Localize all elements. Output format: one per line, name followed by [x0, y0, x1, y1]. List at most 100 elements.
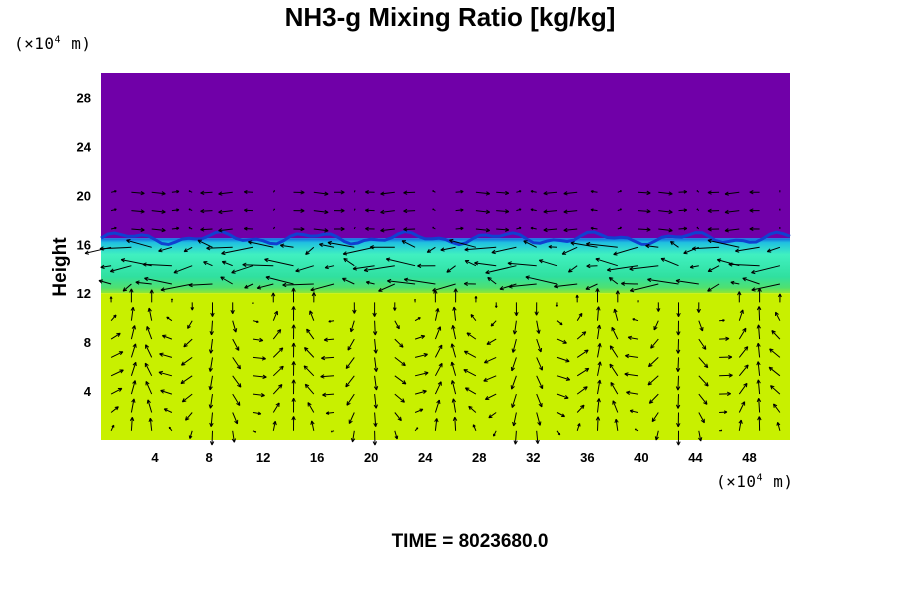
- wind-arrow: [392, 302, 397, 311]
- wind-arrow: [242, 262, 274, 267]
- wind-arrow: [109, 265, 132, 273]
- wind-arrow: [488, 412, 497, 419]
- wind-arrow: [313, 228, 329, 233]
- wind-arrow: [597, 343, 602, 358]
- wind-arrow: [310, 420, 315, 431]
- wind-arrow: [327, 240, 355, 248]
- wind-arrow: [470, 314, 477, 322]
- wind-arrow: [738, 419, 743, 431]
- wind-arrow: [696, 190, 700, 193]
- wind-arrow: [675, 339, 681, 354]
- wind-arrow: [617, 208, 623, 212]
- time-label: TIME = 8023680.0: [391, 531, 549, 552]
- wind-arrow: [342, 277, 355, 285]
- wind-arrow: [654, 430, 659, 441]
- wind-arrow: [561, 246, 578, 255]
- wind-arrow: [394, 320, 400, 330]
- wind-arrow: [455, 208, 464, 212]
- wind-arrow: [724, 191, 740, 196]
- wind-arrow: [656, 302, 661, 312]
- wind-arrow: [149, 289, 154, 303]
- wind-arrow: [232, 412, 239, 425]
- wind-arrow: [621, 281, 639, 286]
- wind-arrow: [151, 191, 166, 196]
- wind-arrow: [185, 412, 193, 421]
- wind-arrow: [707, 238, 740, 248]
- wind-arrow: [516, 208, 522, 212]
- wind-arrow: [414, 371, 429, 377]
- wind-arrow: [110, 406, 119, 413]
- wind-arrow: [130, 361, 137, 376]
- wind-arrow: [766, 246, 781, 253]
- wind-arrow: [757, 416, 762, 431]
- wind-arrow: [698, 430, 703, 442]
- wind-arrow: [613, 246, 639, 256]
- wind-arrow: [232, 357, 241, 370]
- y-tick-label: 12: [77, 286, 91, 301]
- wind-arrow: [475, 227, 491, 233]
- wind-arrow: [629, 283, 659, 293]
- wind-arrow: [347, 338, 355, 351]
- wind-arrow: [243, 226, 254, 231]
- wind-arrow: [394, 430, 399, 440]
- wind-arrow: [440, 246, 456, 252]
- wind-arrow: [131, 227, 145, 232]
- x-tick-label: 44: [688, 450, 703, 465]
- wind-arrow: [455, 189, 464, 194]
- wind-arrow: [187, 320, 193, 329]
- wind-arrow: [464, 246, 497, 252]
- wind-arrow: [751, 265, 781, 275]
- wind-arrow: [647, 357, 659, 368]
- wind-arrow: [536, 412, 542, 426]
- wind-arrow: [596, 306, 601, 321]
- wind-arrow: [365, 190, 375, 195]
- wind-arrow: [563, 209, 578, 214]
- wind-arrow: [131, 190, 145, 196]
- wind-arrow: [576, 367, 590, 377]
- wind-arrow: [773, 403, 781, 413]
- wind-arrow: [756, 361, 761, 376]
- wind-arrow: [530, 190, 537, 193]
- x-tick-label: 48: [742, 450, 756, 465]
- wind-arrow: [738, 309, 744, 321]
- wind-arrow: [188, 430, 193, 439]
- wind-arrow: [122, 283, 132, 292]
- wind-arrow: [496, 190, 510, 196]
- wind-arrow: [130, 306, 135, 321]
- wind-arrow: [320, 374, 335, 379]
- wind-arrow: [394, 338, 404, 348]
- x-tick-label: 36: [580, 450, 594, 465]
- wind-arrow: [146, 326, 153, 340]
- wind-arrow: [372, 430, 378, 446]
- wind-arrow: [595, 288, 600, 303]
- wind-arrow: [563, 191, 578, 196]
- wind-arrow: [293, 226, 305, 232]
- wind-arrow: [738, 346, 749, 358]
- wind-arrow: [455, 226, 464, 231]
- wind-arrow: [369, 245, 395, 250]
- wind-arrow: [446, 265, 456, 273]
- wind-arrow: [751, 283, 781, 292]
- wind-arrow: [576, 312, 583, 321]
- wind-arrow: [595, 257, 618, 267]
- wind-arrow: [126, 239, 152, 248]
- wind-arrow: [394, 412, 402, 422]
- wind-arrow: [373, 357, 379, 372]
- wind-arrow: [738, 401, 746, 413]
- y-tick-label: 4: [84, 384, 92, 399]
- wind-arrow: [271, 292, 276, 303]
- wind-arrow: [691, 246, 720, 251]
- layer-lower: [101, 293, 790, 440]
- wind-arrow: [342, 246, 375, 256]
- wind-arrow: [252, 392, 265, 398]
- wind-arrow: [334, 190, 345, 195]
- wind-arrow: [563, 227, 578, 233]
- wind-arrow: [487, 276, 497, 285]
- wind-arrow: [567, 265, 578, 273]
- x-tick-label: 12: [256, 450, 270, 465]
- wind-arrow: [168, 426, 173, 432]
- wind-arrow: [556, 320, 563, 326]
- wind-arrow: [434, 307, 440, 321]
- wind-arrow: [291, 324, 296, 340]
- wind-arrow: [612, 400, 619, 413]
